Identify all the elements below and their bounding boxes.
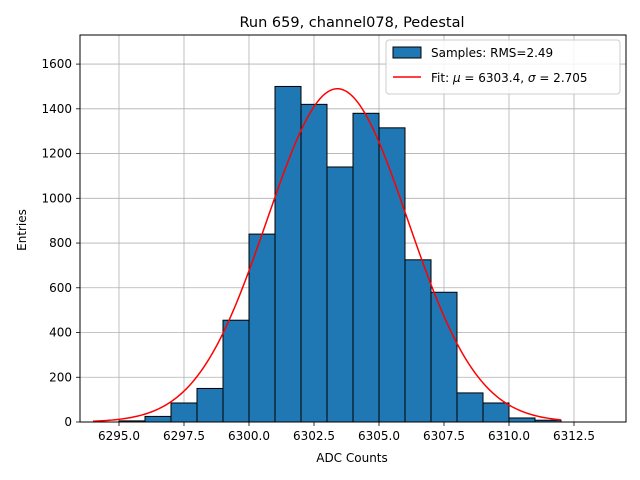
x-tick-label: 6300.0 [228,429,270,443]
x-tick-label: 6297.5 [163,429,205,443]
histogram-bar [170,402,198,423]
y-tick-label: 1200 [41,147,72,161]
histogram-bar [482,402,510,423]
fit-curve [92,87,562,422]
histogram-bar [430,291,458,423]
y-tick-label: 1400 [41,102,72,116]
fit-curve-group [92,87,562,422]
histogram-bar [274,85,302,423]
legend-histogram-label: Samples: RMS=2.49 [431,46,553,60]
x-tick-label: 6302.5 [293,429,335,443]
histogram-bar [456,392,484,423]
plot-frame [79,34,627,423]
x-tick-label: 6310.0 [488,429,530,443]
y-axis-label: Entries [15,209,29,251]
histogram-bar [508,417,536,423]
y-tick-label: 0 [64,415,72,429]
histogram-bar [404,259,432,423]
y-tick-label: 800 [49,236,72,250]
histogram-bar [300,103,328,423]
histogram-bar [222,319,250,423]
y-axis: 0 200 400 600 800 1000 1200 1400 1600 [41,57,80,429]
chart-title: Run 659, channel078, Pedestal [239,15,464,31]
y-tick-label: 1600 [41,57,72,71]
histogram-bar [352,112,380,423]
x-axis-label: ADC Counts [316,451,388,465]
x-axis: 6295.0 6297.5 6300.0 6302.5 6305.0 6307.5 6310… [98,422,595,443]
y-tick-label: 400 [49,326,72,340]
legend: Samples: RMS=2.49 Fit: μ = 6303.4, σ = 2… [385,39,621,95]
y-tick-label: 200 [49,370,72,384]
histogram-bar [326,166,354,423]
histogram-bar [144,415,172,423]
histogram-bar [248,233,276,423]
x-tick-label: 6307.5 [423,429,465,443]
legend-box [385,39,621,95]
legend-histogram-swatch [392,46,422,59]
histogram-bar [378,127,406,423]
y-tick-label: 1000 [41,191,72,205]
y-tick-label: 600 [49,281,72,295]
x-tick-label: 6295.0 [98,429,140,443]
histogram-bar [196,387,224,423]
x-tick-label: 6312.5 [553,429,595,443]
legend-fit-label: Fit: μ = 6303.4, σ = 2.705 [431,71,588,85]
x-tick-label: 6305.0 [358,429,400,443]
